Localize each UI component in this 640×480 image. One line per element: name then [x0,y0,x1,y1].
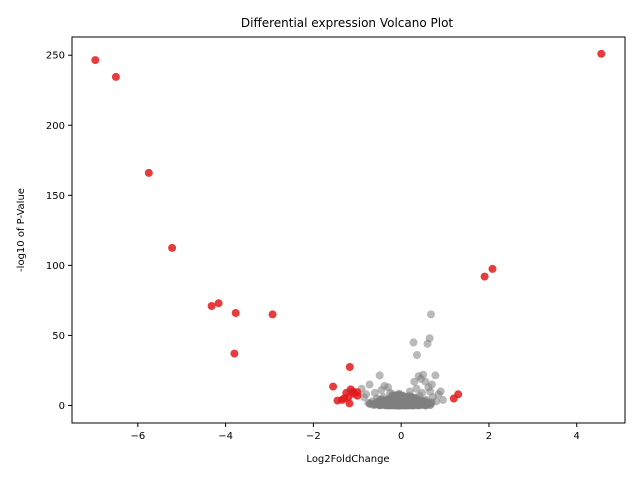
gene-point-significant [345,363,354,371]
gene-point-not-significant [431,371,440,380]
y-tick-label: 250 [46,51,65,62]
gene-point-not-significant [368,397,377,406]
gene-point-significant [168,243,177,252]
gene-point-significant [207,302,216,310]
x-tick-label: −6 [130,431,145,442]
gene-point-significant [597,49,606,58]
gene-point-not-significant [386,388,395,397]
gene-point-not-significant [410,377,419,386]
gene-point-not-significant [412,384,421,393]
y-tick-label: 0 [59,401,65,412]
gene-point-significant [144,168,153,177]
x-axis-ticks: −6 −4 −2 0 2 4 [130,423,580,442]
gene-point-significant [231,309,240,317]
plot-frame [71,36,626,424]
gene-point-significant [230,349,239,358]
gene-point-not-significant [390,395,399,404]
gene-point-significant [480,272,489,281]
gene-point-not-significant [422,395,431,404]
gene-point-significant [488,264,497,273]
gene-point-significant [337,395,346,404]
y-axis-label: -log10 of P-Value [16,188,27,272]
gene-point-not-significant [405,387,414,396]
gene-point-not-significant [427,310,435,319]
gene-point-not-significant [399,394,408,403]
x-axis-label: Log2FoldChange [306,454,389,465]
x-tick-label: −4 [218,431,233,442]
gene-point-not-significant [409,338,418,347]
gene-point-significant [329,382,338,391]
y-axis-ticks: 0 50 100 150 200 250 [46,51,72,412]
gene-point-significant [91,56,100,65]
y-tick-label: 150 [46,191,65,202]
gene-point-not-significant [377,386,386,395]
data-points [91,49,606,409]
gene-point-not-significant [375,400,384,409]
y-tick-label: 200 [46,121,65,132]
gene-point-not-significant [418,388,427,397]
x-tick-label: 0 [398,431,404,442]
gene-point-significant [449,394,458,403]
x-tick-label: −2 [306,431,321,442]
gene-point-significant [214,299,223,308]
gene-point-not-significant [405,400,414,409]
gene-point-not-significant [413,351,421,359]
x-tick-label: 2 [486,431,492,442]
gene-point-significant [353,388,362,397]
x-tick-label: 4 [574,431,580,442]
y-tick-label: 100 [46,261,65,272]
gene-point-not-significant [362,390,371,399]
gene-point-not-significant [423,339,432,348]
gene-point-not-significant [375,371,384,380]
gene-point-significant [345,399,354,408]
chart-title: Differential expression Volcano Plot [241,16,454,30]
gene-point-not-significant [379,393,388,402]
gene-point-not-significant [438,395,447,404]
gene-point-significant [111,72,120,81]
gene-point-not-significant [426,387,435,396]
y-tick-label: 50 [52,331,65,342]
gene-point-not-significant [365,380,374,389]
gene-point-significant [268,310,277,319]
